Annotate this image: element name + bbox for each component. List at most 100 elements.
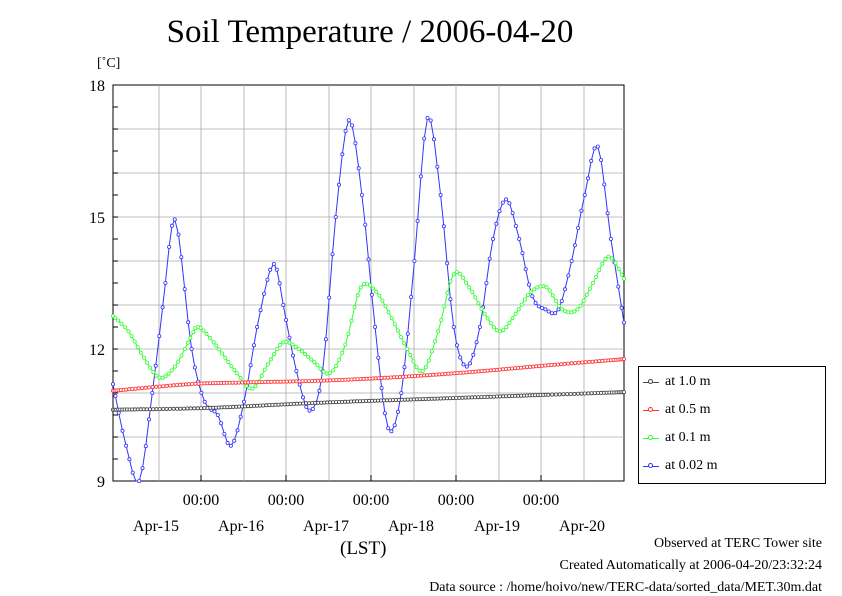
data-point xyxy=(550,293,555,298)
data-point xyxy=(147,385,152,390)
data-point xyxy=(606,254,611,259)
x-tick-label: 00:00 xyxy=(268,492,304,509)
data-point xyxy=(202,399,207,404)
data-point xyxy=(222,431,227,436)
data-point xyxy=(553,311,558,316)
data-point xyxy=(561,392,566,397)
data-point xyxy=(190,381,195,386)
data-point xyxy=(436,329,441,334)
data-point xyxy=(277,281,282,286)
data-point xyxy=(171,383,176,388)
data-point xyxy=(356,166,361,171)
data-point xyxy=(591,280,596,285)
data-point xyxy=(460,275,465,280)
data-point xyxy=(587,286,592,291)
data-point xyxy=(188,406,193,411)
data-point xyxy=(278,342,283,347)
data-point xyxy=(148,365,153,370)
data-point xyxy=(359,192,364,197)
data-point xyxy=(236,380,241,385)
data-point xyxy=(510,316,515,321)
data-point xyxy=(191,330,196,335)
data-point xyxy=(346,331,351,336)
data-point xyxy=(466,395,471,400)
data-point xyxy=(151,407,156,412)
data-point xyxy=(144,407,149,412)
data-point xyxy=(153,363,158,368)
data-point xyxy=(491,325,496,330)
data-point xyxy=(178,406,183,411)
data-point xyxy=(616,284,621,289)
data-point xyxy=(133,386,138,391)
data-point xyxy=(487,256,492,261)
data-point xyxy=(235,428,240,433)
data-point xyxy=(517,236,522,241)
data-point xyxy=(250,386,255,391)
data-point xyxy=(533,300,538,305)
legend-swatch-marker xyxy=(648,379,653,384)
data-point xyxy=(552,362,557,367)
data-point xyxy=(622,357,627,362)
data-point xyxy=(340,152,345,157)
data-point xyxy=(312,360,317,365)
data-point xyxy=(451,324,456,329)
data-point xyxy=(572,391,577,396)
data-point xyxy=(589,391,594,396)
data-point xyxy=(323,337,328,342)
data-point xyxy=(176,359,181,364)
footer-source: Data source : /home/hoivo/new/TERC-data/… xyxy=(429,580,822,595)
data-point xyxy=(622,276,627,281)
legend-label: at 0.02 m xyxy=(665,458,718,473)
data-point xyxy=(420,368,425,373)
data-point xyxy=(595,144,600,149)
data-point xyxy=(510,211,515,216)
data-point xyxy=(532,287,537,292)
data-point xyxy=(576,391,581,396)
data-point xyxy=(471,352,476,357)
data-point xyxy=(185,406,190,411)
data-point xyxy=(202,406,207,411)
data-point xyxy=(198,406,203,411)
data-point xyxy=(150,390,155,395)
data-point xyxy=(120,428,125,433)
data-point xyxy=(417,368,422,373)
data-point xyxy=(310,406,315,411)
data-point xyxy=(116,410,121,415)
data-point xyxy=(565,392,570,397)
data-point xyxy=(568,391,573,396)
data-point xyxy=(553,298,558,303)
legend-label: at 1.0 m xyxy=(665,374,711,389)
data-point xyxy=(147,407,152,412)
data-point xyxy=(592,146,597,151)
data-point xyxy=(140,466,145,471)
data-point xyxy=(616,267,621,272)
data-point xyxy=(470,289,475,294)
data-point xyxy=(129,334,134,339)
data-point xyxy=(157,407,162,412)
data-point xyxy=(146,417,151,422)
data-point xyxy=(476,395,481,400)
data-point xyxy=(522,297,527,302)
data-point xyxy=(174,406,179,411)
data-point xyxy=(145,360,150,365)
legend-swatch-marker xyxy=(648,463,653,468)
data-point xyxy=(302,351,307,356)
data-point xyxy=(575,307,580,312)
data-point xyxy=(457,271,462,276)
data-point xyxy=(448,297,453,302)
data-point xyxy=(402,341,407,346)
x-date-label: Apr-19 xyxy=(474,518,520,535)
data-point xyxy=(251,343,256,348)
data-point xyxy=(262,291,267,296)
data-point xyxy=(543,307,548,312)
data-point xyxy=(477,324,482,329)
data-point xyxy=(198,326,203,331)
data-point xyxy=(366,257,371,262)
data-point xyxy=(594,274,599,279)
data-point xyxy=(426,358,431,363)
data-point xyxy=(586,176,591,181)
data-point xyxy=(553,392,558,397)
data-point xyxy=(143,385,148,390)
data-point xyxy=(566,361,571,366)
chart-legend: at 1.0 m at 0.5 m at 0.1 m at 0.02 m xyxy=(638,366,826,484)
